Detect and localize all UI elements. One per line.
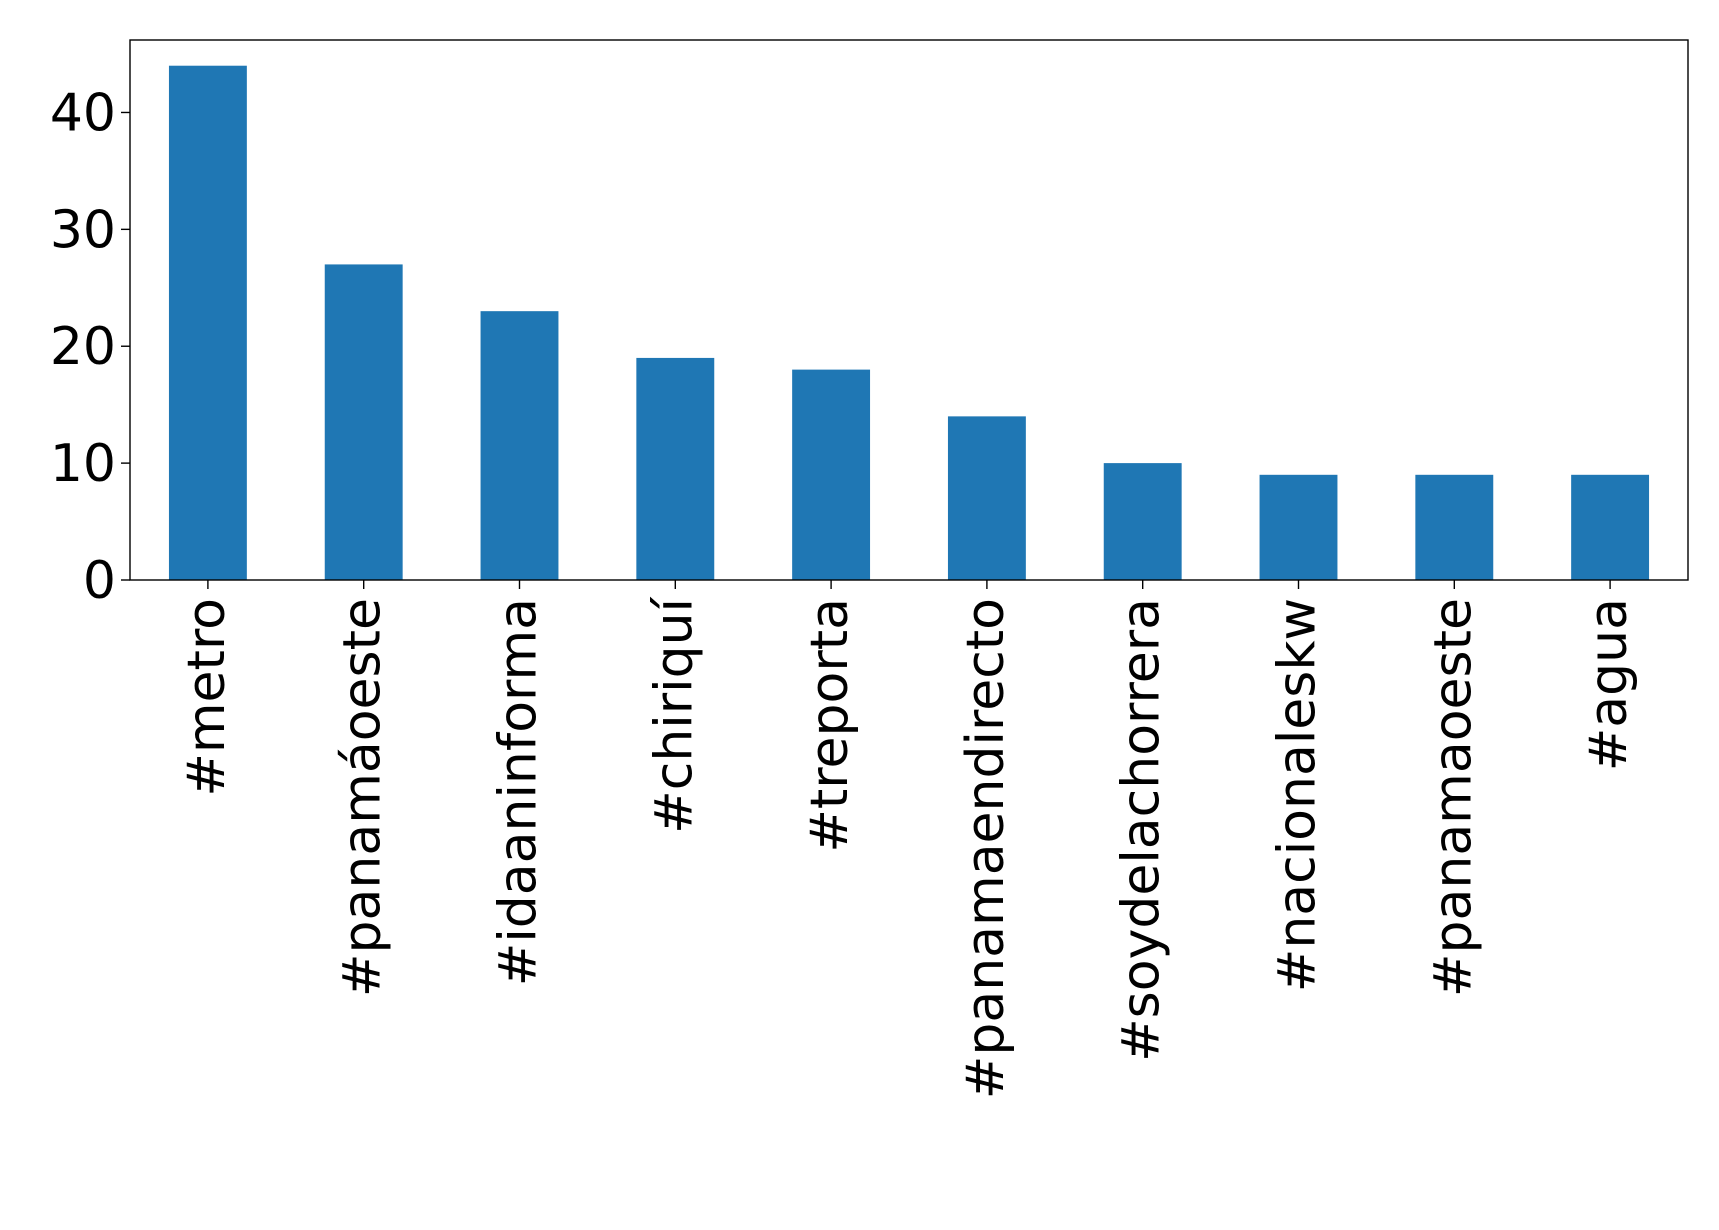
x-axis: #metro #panamáoeste #idaaninforma #chiriquí… (177, 580, 1639, 1099)
bar (636, 357, 715, 580)
x-tick-label: #treporta (800, 598, 860, 853)
x-tick-label: #chiriquí (644, 596, 704, 833)
y-tick-label: 10 (50, 434, 116, 494)
x-tick-label: #idaaninforma (489, 598, 549, 986)
y-tick-label: 0 (83, 551, 116, 611)
bar (480, 311, 559, 580)
bar (1571, 474, 1650, 580)
bar (324, 264, 403, 580)
x-tick-label: #nacionaleskw (1268, 598, 1328, 992)
bar (1415, 474, 1494, 580)
bar (1259, 474, 1338, 580)
y-tick-label: 30 (50, 200, 116, 260)
bars-group (168, 65, 1650, 580)
x-tick-label: #panamaendirecto (956, 598, 1016, 1099)
bar (947, 416, 1026, 580)
plot-frame (129, 39, 1689, 581)
y-tick-label: 20 (50, 317, 116, 377)
x-tick-label: #panamaoeste (1423, 598, 1483, 997)
x-tick-label: #metro (177, 598, 237, 797)
bar (168, 65, 247, 580)
x-tick-label: #agua (1579, 598, 1639, 771)
y-tick-label: 40 (50, 83, 116, 143)
bar (1103, 463, 1182, 580)
x-tick-label: #panamáoeste (333, 598, 393, 997)
bar (792, 369, 871, 580)
x-tick-label: #soydelachorrera (1112, 598, 1172, 1062)
y-axis: 0 10 20 30 40 (50, 83, 130, 611)
